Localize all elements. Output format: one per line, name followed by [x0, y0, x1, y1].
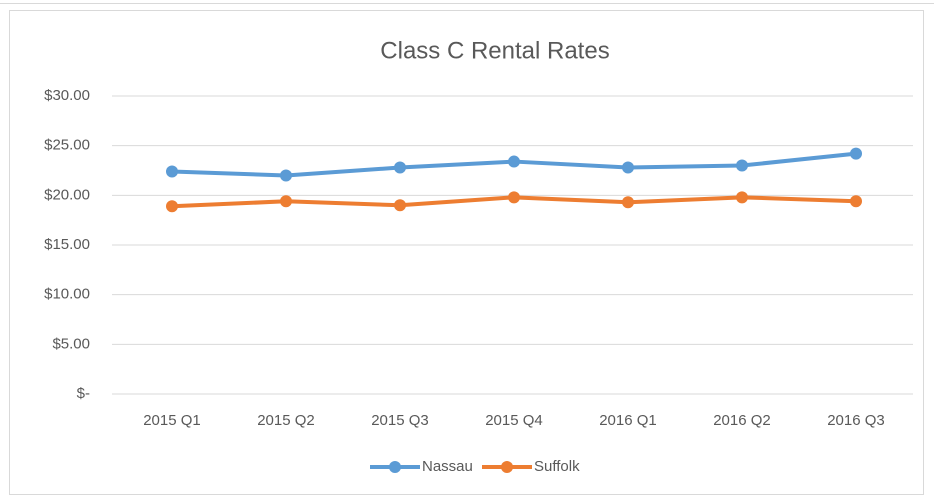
x-tick-label: 2015 Q1 — [143, 412, 201, 429]
y-tick-label: $30.00 — [44, 87, 90, 104]
x-tick-label: 2016 Q3 — [827, 412, 885, 429]
legend-label: Suffolk — [534, 458, 580, 475]
x-tick-label: 2015 Q2 — [257, 412, 315, 429]
legend-marker — [389, 461, 401, 473]
y-tick-label: $10.00 — [44, 286, 90, 303]
point — [166, 165, 178, 178]
y-tick-label: $20.00 — [44, 186, 90, 203]
x-tick-label: 2016 Q1 — [599, 412, 657, 429]
y-tick-label: $15.00 — [44, 236, 90, 253]
point — [394, 161, 406, 174]
x-tick-label: 2015 Q4 — [485, 412, 543, 429]
point — [166, 200, 178, 213]
chart-title: Class C Rental Rates — [380, 37, 609, 64]
point — [736, 191, 748, 204]
y-tick-label: $5.00 — [52, 335, 90, 352]
point — [850, 147, 862, 160]
point — [280, 169, 292, 182]
point — [508, 155, 520, 168]
point — [850, 195, 862, 208]
legend-label: Nassau — [422, 458, 473, 475]
point — [394, 199, 406, 212]
point — [736, 159, 748, 172]
y-tick-label: $- — [77, 385, 90, 402]
point — [622, 161, 634, 174]
x-tick-label: 2015 Q3 — [371, 412, 429, 429]
x-tick-label: 2016 Q2 — [713, 412, 771, 429]
legend-marker — [501, 461, 513, 473]
point — [508, 191, 520, 204]
chart-frame — [9, 10, 924, 495]
point — [622, 196, 634, 209]
point — [280, 195, 292, 208]
y-tick-label: $25.00 — [44, 137, 90, 154]
